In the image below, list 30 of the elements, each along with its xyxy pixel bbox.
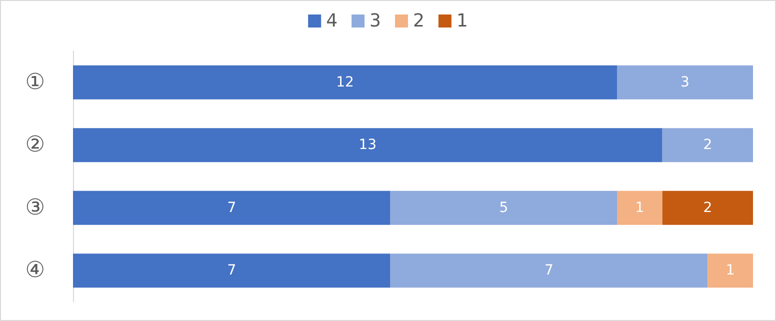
data-label: 13	[358, 137, 377, 154]
data-label: 12	[336, 74, 354, 90]
bar	[708, 254, 753, 288]
bar	[73, 254, 390, 288]
bar	[73, 65, 617, 100]
y-tick-label: ③	[25, 195, 45, 220]
bar	[617, 65, 753, 100]
bar	[662, 128, 753, 162]
data-label: 1	[635, 200, 644, 216]
data-label: 2	[703, 200, 712, 216]
bar	[73, 190, 390, 225]
y-tick-label: ①	[25, 70, 45, 95]
bar	[390, 190, 617, 225]
legend-label: 3	[370, 10, 381, 32]
data-label: 5	[499, 200, 508, 216]
data-label: 7	[227, 262, 236, 279]
data-label: 7	[544, 262, 554, 279]
y-tick-label: ④	[25, 258, 45, 284]
bar	[662, 190, 753, 225]
bar	[617, 190, 662, 225]
y-tick-label: ②	[25, 132, 45, 158]
legend-label: 1	[456, 10, 468, 32]
data-label: 7	[227, 200, 236, 216]
data-label: 1	[726, 262, 735, 279]
data-label: 3	[680, 74, 690, 90]
bar	[73, 128, 662, 162]
bar	[390, 254, 708, 288]
legend-label: 2	[413, 10, 424, 32]
legend-label: 4	[326, 10, 338, 32]
data-label: 2	[703, 137, 712, 154]
